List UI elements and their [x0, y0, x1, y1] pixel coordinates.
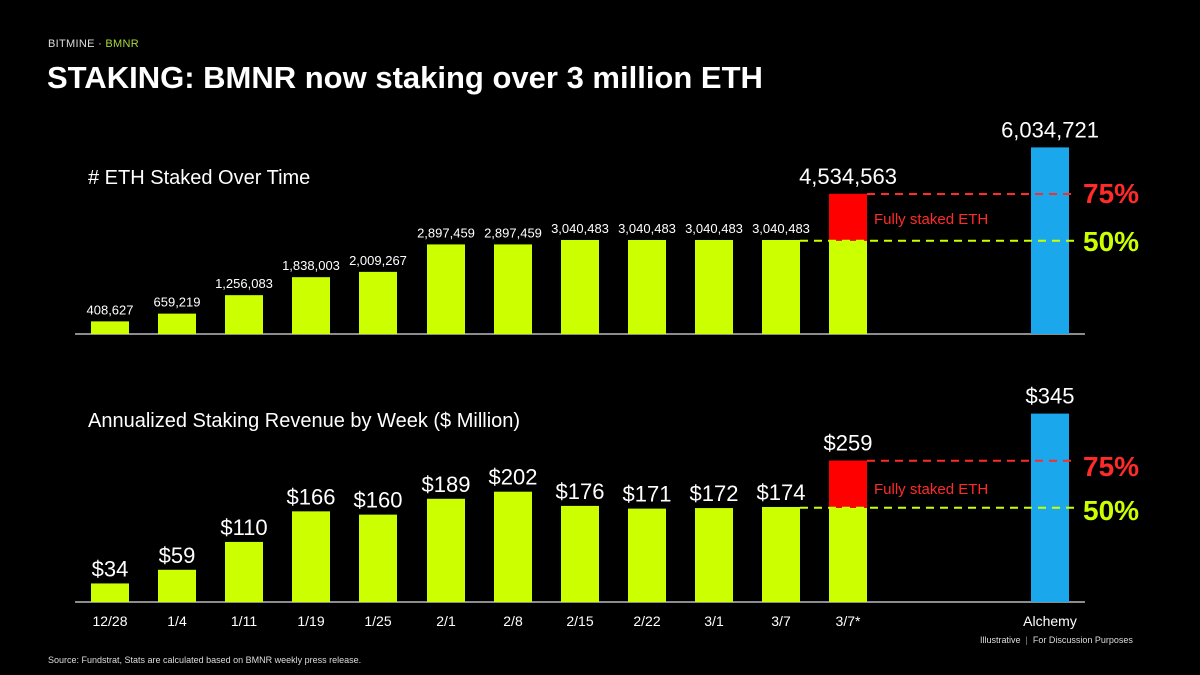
- brand-label: BITMINE · BMNR: [48, 38, 139, 50]
- disclaimer-right: For Discussion Purposes: [1032, 635, 1133, 645]
- reference-label-50: 50%: [1083, 226, 1139, 257]
- disclaimer-sep: |: [1025, 635, 1028, 645]
- data-label: 3,040,483: [752, 221, 810, 236]
- x-tick-label: 12/28: [92, 613, 127, 629]
- data-label: 2,897,459: [484, 225, 542, 240]
- chart-title: Annualized Staking Revenue by Week ($ Mi…: [88, 410, 520, 432]
- brand-name: BITMINE: [48, 38, 95, 50]
- x-tick-label: 1/19: [297, 613, 324, 629]
- bar-segment-fully-staked: [829, 460, 867, 508]
- reference-label-75: 75%: [1083, 178, 1139, 209]
- data-label: $160: [354, 488, 403, 513]
- bar-alchemy: [1031, 147, 1069, 334]
- data-label: $176: [556, 479, 605, 504]
- source-note: Source: Fundstrat, Stats are calculated …: [48, 655, 362, 665]
- bar: [359, 271, 397, 334]
- x-tick-label: Alchemy: [1023, 613, 1077, 629]
- annotation-fully-staked: Fully staked ETH: [874, 211, 988, 228]
- bar: [561, 505, 599, 602]
- x-tick-label: 2/15: [566, 613, 593, 629]
- data-label: 3,040,483: [685, 221, 743, 236]
- data-label: $110: [220, 515, 267, 540]
- bar: [359, 514, 397, 602]
- x-tick-label: 3/7*: [836, 613, 861, 629]
- bar: [628, 508, 666, 602]
- data-label: $172: [690, 481, 739, 506]
- bar: [225, 295, 263, 334]
- x-tick-label: 2/22: [633, 613, 660, 629]
- chart-title: # ETH Staked Over Time: [88, 167, 310, 189]
- bar: [292, 277, 330, 334]
- data-label: 2,009,267: [349, 253, 407, 268]
- bar: [695, 239, 733, 334]
- data-label: 408,627: [87, 302, 134, 317]
- x-tick-label: 1/4: [167, 613, 187, 629]
- bar-segment-staked: [829, 240, 867, 334]
- data-label: 2,897,459: [417, 225, 475, 240]
- data-label: 659,219: [154, 295, 201, 310]
- bar-alchemy: [1031, 413, 1069, 602]
- data-label: $259: [824, 431, 873, 456]
- data-label: $59: [159, 543, 196, 568]
- data-label: 3,040,483: [618, 221, 676, 236]
- brand-ticker: BMNR: [105, 38, 139, 50]
- x-tick-label: 3/7: [771, 613, 791, 629]
- x-tick-label: 1/25: [364, 613, 391, 629]
- reference-label-50: 50%: [1083, 495, 1139, 526]
- bar: [91, 321, 129, 334]
- bar: [158, 313, 196, 334]
- bar: [561, 239, 599, 334]
- bar: [494, 491, 532, 602]
- bar: [695, 508, 733, 602]
- bar: [427, 498, 465, 602]
- bar: [762, 506, 800, 602]
- data-label: 1,256,083: [215, 276, 273, 291]
- bar: [292, 511, 330, 602]
- page-title: STAKING: BMNR now staking over 3 million…: [47, 60, 763, 95]
- bar: [158, 569, 196, 602]
- disclaimer-left: Illustrative: [980, 635, 1021, 645]
- data-label: 6,034,721: [1001, 117, 1099, 142]
- annotation-fully-staked: Fully staked ETH: [874, 481, 988, 498]
- disclaimer: Illustrative | For Discussion Purposes: [980, 635, 1133, 645]
- data-label: $202: [489, 465, 538, 490]
- data-label: 1,838,003: [282, 258, 340, 273]
- data-label: 4,534,563: [799, 164, 897, 189]
- bar: [494, 244, 532, 334]
- data-label: $345: [1026, 384, 1075, 409]
- x-tick-label: 1/11: [231, 613, 257, 629]
- bar: [628, 239, 666, 334]
- bar: [225, 541, 263, 602]
- data-label: $189: [422, 472, 471, 497]
- bar: [762, 239, 800, 334]
- x-tick-label: 2/8: [503, 613, 523, 629]
- data-label: 3,040,483: [551, 221, 609, 236]
- data-label: $166: [287, 484, 336, 509]
- data-label: $171: [623, 482, 672, 507]
- bar-segment-staked: [829, 507, 867, 602]
- x-tick-label: 3/1: [704, 613, 724, 629]
- data-label: $34: [92, 556, 129, 581]
- x-tick-label: 2/1: [436, 613, 456, 629]
- bar: [427, 244, 465, 334]
- data-label: $174: [757, 480, 806, 505]
- reference-label-75: 75%: [1083, 451, 1139, 482]
- bar-segment-fully-staked: [829, 193, 867, 241]
- brand-separator: ·: [98, 38, 103, 50]
- bar: [91, 583, 129, 602]
